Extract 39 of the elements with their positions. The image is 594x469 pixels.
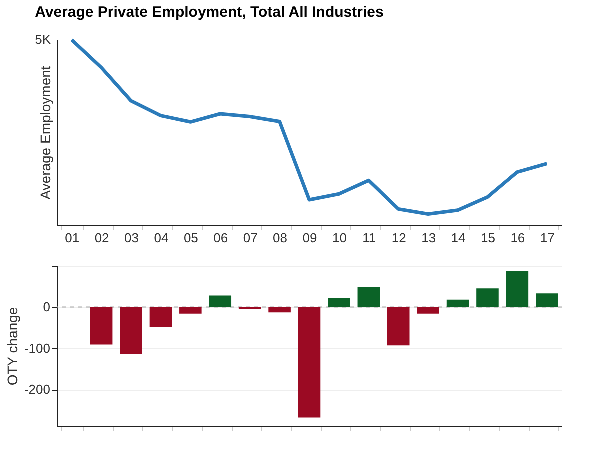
y-tick-label: -200: [24, 382, 50, 398]
text: 5K: [35, 32, 52, 47]
bar: [358, 287, 380, 308]
chart-title: Average Private Employment, Total All Industries: [35, 4, 384, 21]
x-tick-label: 05: [184, 230, 198, 246]
x-tick-label: 03: [124, 230, 139, 246]
bar: [150, 307, 172, 328]
x-tick-label: 07: [243, 230, 258, 246]
bar: [90, 307, 113, 345]
bar: [476, 288, 499, 308]
x-tick-label: 01: [65, 230, 80, 246]
bar: [209, 296, 232, 308]
x-tick-label: 12: [392, 230, 406, 246]
x-tick-label: 06: [214, 230, 228, 246]
bar: [328, 298, 350, 308]
bar: [446, 300, 470, 308]
y-axis-title: OTY change: [4, 307, 20, 386]
x-tick-label: 14: [451, 230, 466, 246]
bar: [268, 307, 291, 313]
x-tick-label: 10: [332, 230, 347, 246]
bar: [120, 307, 142, 354]
x-tick-label: 17: [540, 230, 555, 246]
x-tick-label: 04: [154, 230, 169, 246]
x-tick-label: 16: [510, 230, 526, 246]
bar: [536, 294, 558, 308]
bar: [180, 307, 202, 314]
bar: [506, 271, 529, 308]
y-tick-label: 0: [43, 300, 50, 315]
bar: [298, 307, 321, 418]
x-tick-label: 09: [302, 230, 318, 246]
y-tick-label: -100: [24, 340, 50, 356]
x-tick-label: 15: [481, 230, 496, 246]
bar: [387, 307, 410, 346]
y-axis-title: Average Employment: [38, 66, 54, 200]
bar: [417, 307, 440, 314]
x-tick-label: 08: [273, 230, 288, 246]
x-tick-label: 11: [362, 230, 376, 246]
x-tick-label: 13: [422, 230, 436, 246]
x-tick-label: 02: [94, 230, 110, 246]
